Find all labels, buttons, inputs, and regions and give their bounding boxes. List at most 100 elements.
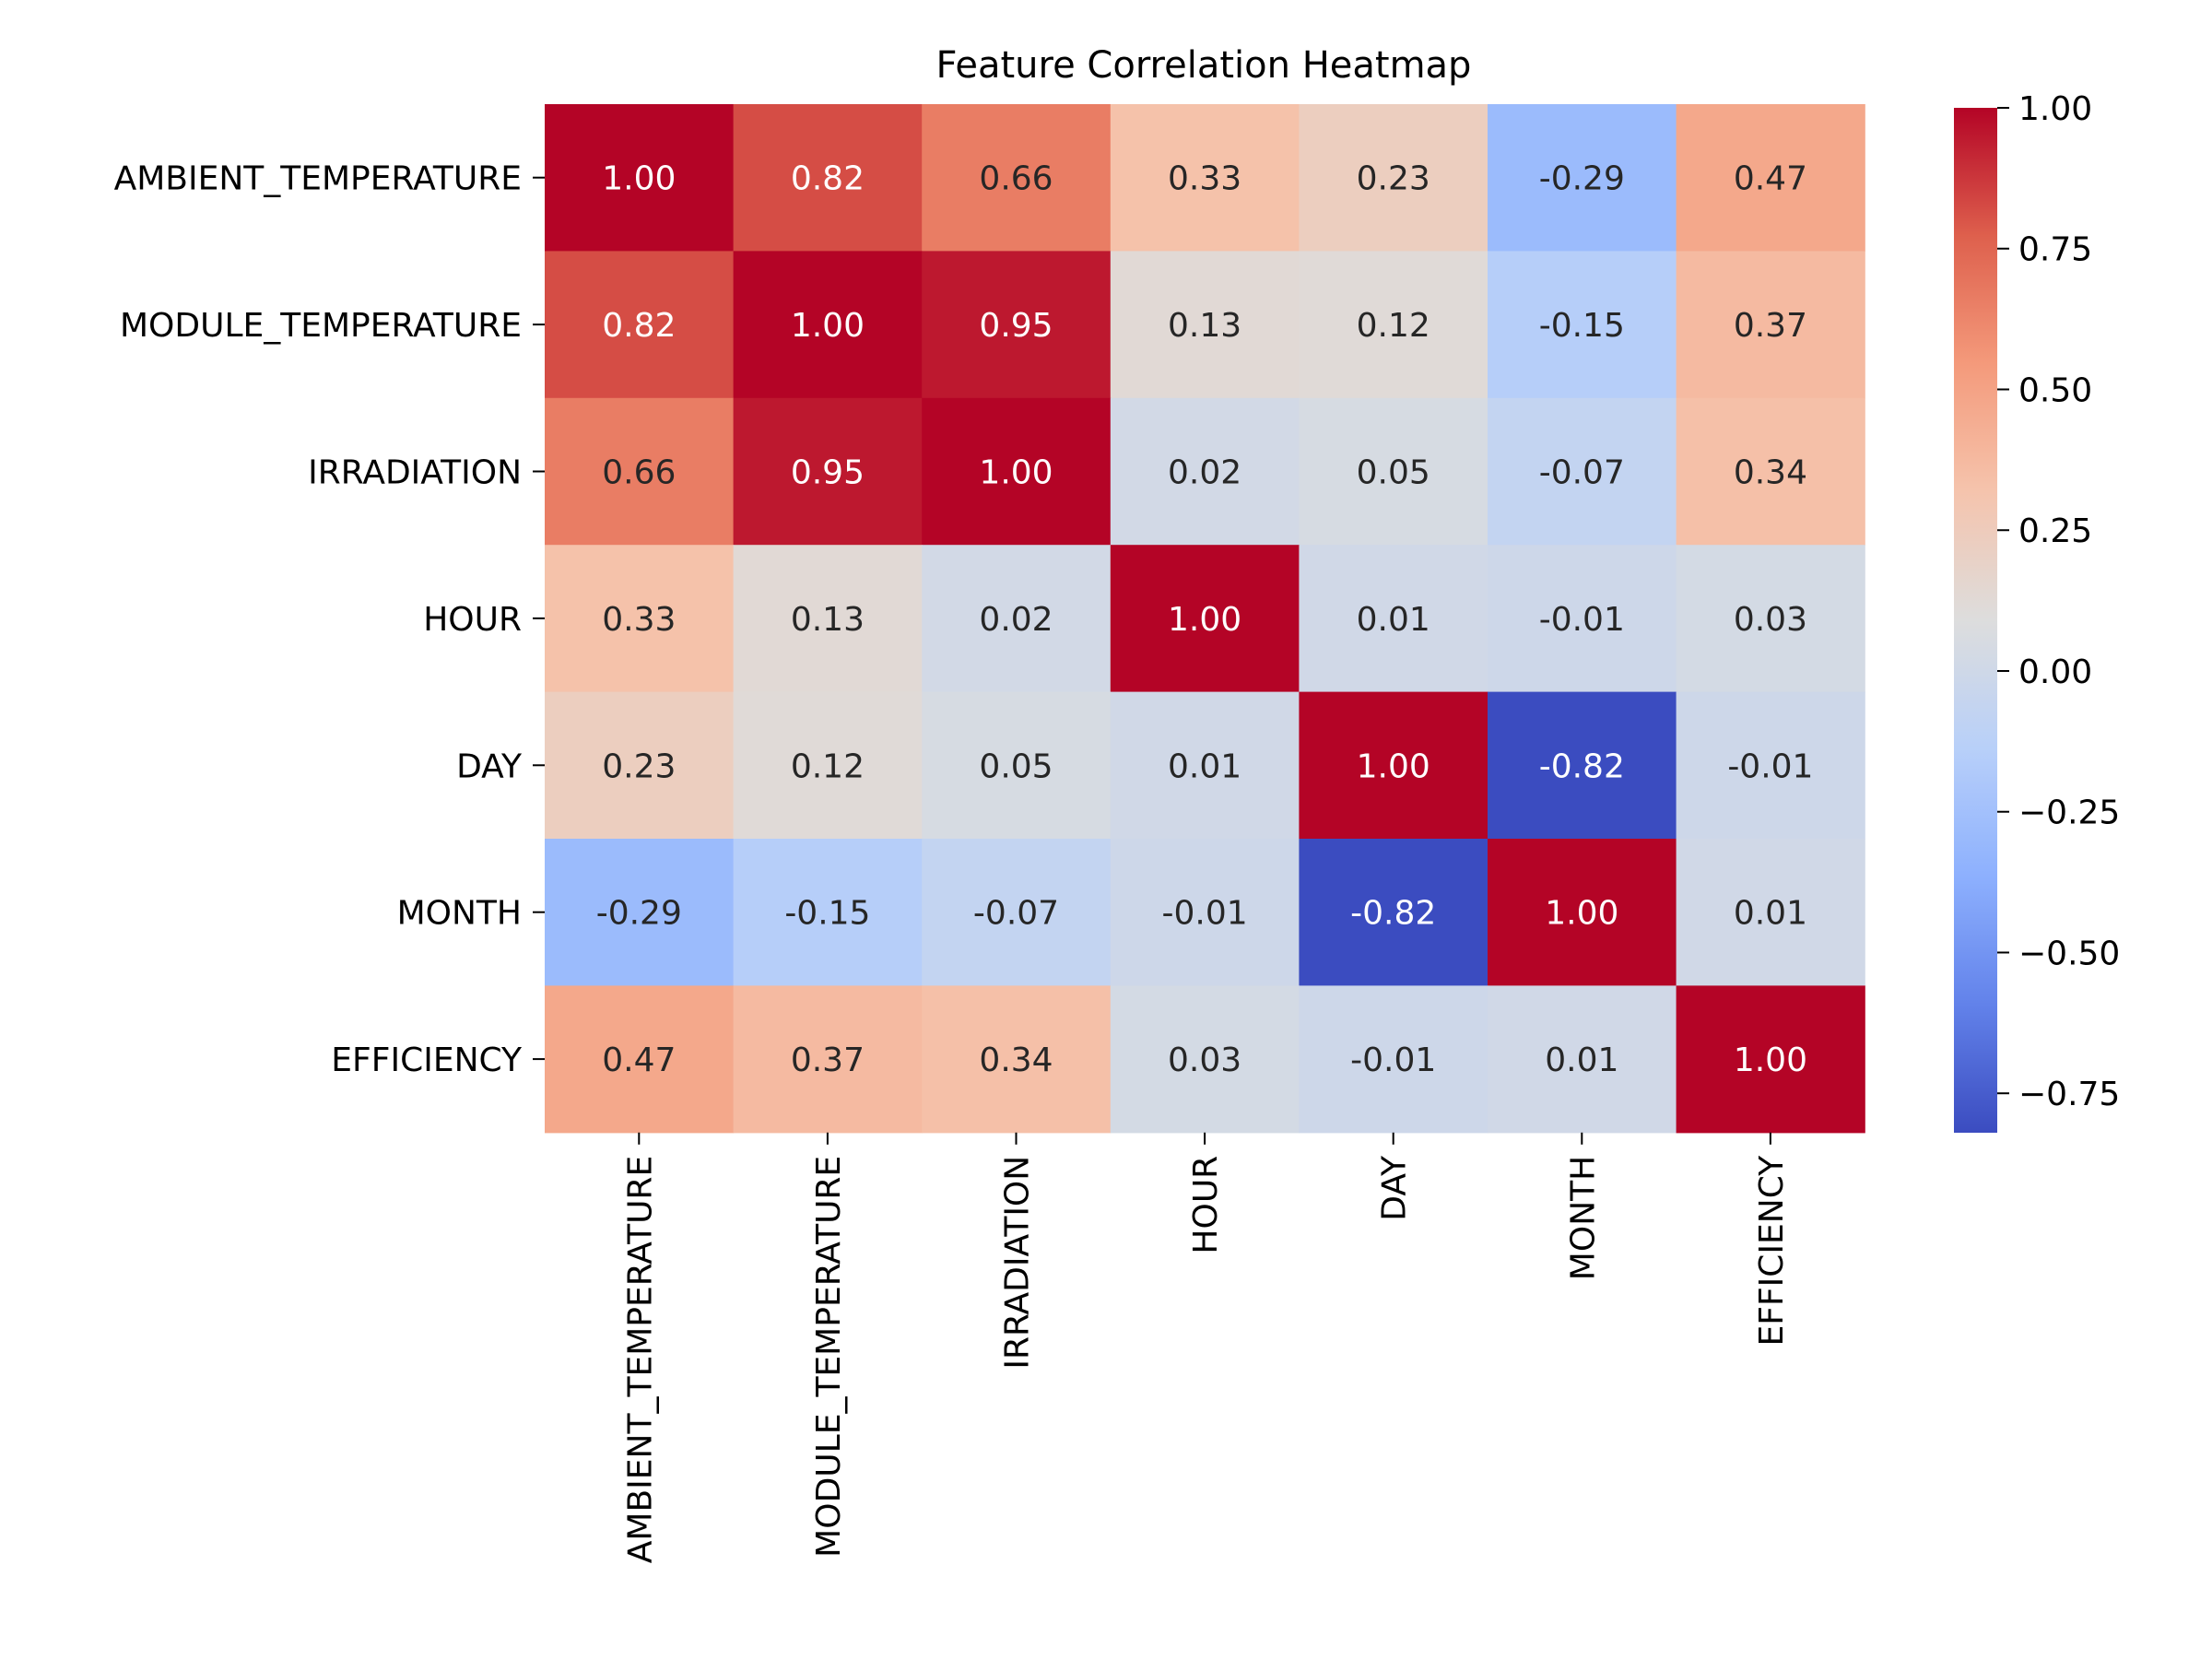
cell-value-label: 0.47 bbox=[602, 1041, 676, 1079]
colorbar-tick-label: 0.00 bbox=[2018, 653, 2092, 691]
heatmap-cell bbox=[1110, 104, 1300, 252]
x-tick-label: MONTH bbox=[1564, 1156, 1602, 1280]
cell-value-label: 0.66 bbox=[602, 453, 676, 491]
y-tick-label: DAY bbox=[456, 747, 523, 785]
heatmap-cell bbox=[545, 985, 735, 1134]
cell-value-label: 0.82 bbox=[602, 307, 676, 345]
heatmap-cell bbox=[1110, 397, 1300, 546]
heatmap-cell bbox=[545, 251, 735, 399]
cell-value-label: 0.13 bbox=[1168, 307, 1241, 345]
heatmap-cell bbox=[922, 251, 1112, 399]
cell-value-label: -0.82 bbox=[1539, 747, 1625, 785]
heatmap-cell bbox=[1676, 104, 1865, 252]
cell-value-label: 0.95 bbox=[791, 453, 865, 491]
cell-value-label: -0.07 bbox=[973, 895, 1059, 933]
cell-value-label: 0.33 bbox=[1168, 160, 1241, 198]
heatmap-cell bbox=[1676, 985, 1865, 1134]
x-tick-label: DAY bbox=[1376, 1155, 1414, 1221]
x-tick-label: EFFICIENCY bbox=[1753, 1155, 1791, 1347]
cell-value-label: 0.34 bbox=[1734, 453, 1807, 491]
cell-value-label: -0.82 bbox=[1350, 895, 1436, 933]
colorbar-tick-label: 0.25 bbox=[2018, 512, 2092, 550]
cell-value-label: 1.00 bbox=[1357, 747, 1430, 785]
heatmap-cell bbox=[1299, 397, 1488, 546]
heatmap-cell bbox=[922, 985, 1112, 1134]
y-tick-label: HOUR bbox=[423, 601, 522, 639]
heatmap-cell bbox=[733, 104, 923, 252]
heatmap-cell bbox=[1488, 839, 1677, 986]
x-tick-label: IRRADIATION bbox=[999, 1156, 1037, 1370]
cell-value-label: 0.01 bbox=[1734, 895, 1807, 933]
cell-value-label: 0.05 bbox=[1357, 453, 1430, 491]
cell-value-label: 1.00 bbox=[791, 307, 865, 345]
cell-value-label: 0.37 bbox=[791, 1041, 865, 1079]
x-tick-label: AMBIENT_TEMPERATURE bbox=[621, 1156, 659, 1563]
colorbar-tick-label: −0.50 bbox=[2018, 935, 2120, 972]
cell-value-label: 0.13 bbox=[791, 601, 865, 639]
heatmap-cell bbox=[733, 545, 923, 693]
colorbar: 1.00 0.75 0.50 0.25 0.00 −0.25 −0.50 −0.75 bbox=[1954, 90, 2120, 1133]
cell-value-label: 0.95 bbox=[979, 307, 1053, 345]
heatmap-cell bbox=[545, 397, 735, 546]
cell-value-label: 0.01 bbox=[1168, 747, 1241, 785]
heatmap-cell bbox=[1110, 545, 1300, 693]
heatmap-cell bbox=[1488, 691, 1677, 840]
heatmap-cell bbox=[1299, 104, 1488, 252]
heatmap-cell bbox=[1676, 251, 1865, 399]
cell-value-label: 0.01 bbox=[1545, 1041, 1618, 1079]
heatmap-cell bbox=[922, 397, 1112, 546]
heatmap-cell bbox=[1488, 251, 1677, 399]
cell-value-label: 0.12 bbox=[791, 747, 865, 785]
heatmap-cell bbox=[1110, 691, 1300, 840]
cell-value-label: 0.66 bbox=[979, 160, 1053, 198]
heatmap-cell bbox=[1299, 839, 1488, 986]
heatmap-cell bbox=[1676, 397, 1865, 546]
heatmap-cell bbox=[545, 691, 735, 840]
x-axis-tick-labels: AMBIENT_TEMPERATURE MODULE_TEMPERATURE IRR… bbox=[621, 1132, 1791, 1563]
cell-value-label: -0.01 bbox=[1727, 747, 1813, 785]
y-tick-label: AMBIENT_TEMPERATURE bbox=[114, 160, 522, 198]
cell-value-label: 0.23 bbox=[602, 747, 676, 785]
heatmap-cell bbox=[922, 104, 1112, 252]
cell-value-label: 1.00 bbox=[1545, 895, 1618, 933]
heatmap-cell bbox=[1299, 691, 1488, 840]
cell-value-label: -0.29 bbox=[596, 895, 682, 933]
x-tick-label: MODULE_TEMPERATURE bbox=[810, 1156, 848, 1558]
cell-value-label: 0.02 bbox=[979, 601, 1053, 639]
heatmap-cell bbox=[1488, 985, 1677, 1134]
heatmap-cell bbox=[545, 104, 735, 252]
colorbar-tick-label: 0.75 bbox=[2018, 231, 2092, 269]
cell-value-label: 0.02 bbox=[1168, 453, 1241, 491]
cell-value-label: -0.15 bbox=[784, 895, 870, 933]
cell-value-label: 0.12 bbox=[1357, 307, 1430, 345]
cell-value-label: 0.23 bbox=[1357, 160, 1430, 198]
y-tick-label: EFFICIENCY bbox=[331, 1041, 523, 1079]
cell-value-label: -0.07 bbox=[1539, 453, 1625, 491]
heatmap-cell bbox=[922, 839, 1112, 986]
heatmap-cell bbox=[1488, 104, 1677, 252]
cell-value-label: -0.15 bbox=[1539, 307, 1625, 345]
heatmap-cell bbox=[733, 691, 923, 840]
cell-value-label: 0.01 bbox=[1357, 601, 1430, 639]
heatmap-cell bbox=[1676, 545, 1865, 693]
cell-value-label: 0.05 bbox=[979, 747, 1053, 785]
heatmap-cell bbox=[1110, 251, 1300, 399]
heatmap-cell bbox=[922, 545, 1112, 693]
heatmap-cell bbox=[733, 251, 923, 399]
heatmap-cell bbox=[733, 839, 923, 986]
cell-value-label: 0.33 bbox=[602, 601, 676, 639]
cell-value-label: 1.00 bbox=[1168, 601, 1241, 639]
heatmap-cells: 1.00 0.82 0.66 0.33 0.23 -0.29 0.47 0.82 1.00 0.9… bbox=[545, 104, 1865, 1134]
cell-value-label: 0.34 bbox=[979, 1041, 1053, 1079]
cell-value-label: -0.01 bbox=[1539, 601, 1625, 639]
heatmap-cell bbox=[545, 839, 735, 986]
cell-value-label: 0.82 bbox=[791, 160, 865, 198]
heatmap-cell bbox=[1299, 545, 1488, 693]
cell-value-label: -0.01 bbox=[1162, 895, 1248, 933]
heatmap-cell bbox=[1299, 251, 1488, 399]
y-tick-label: IRRADIATION bbox=[308, 454, 522, 492]
x-tick-label: HOUR bbox=[1187, 1156, 1225, 1254]
heatmap-cell bbox=[1110, 839, 1300, 986]
colorbar-tick-label: −0.25 bbox=[2018, 794, 2120, 832]
cell-value-label: -0.01 bbox=[1350, 1041, 1436, 1079]
